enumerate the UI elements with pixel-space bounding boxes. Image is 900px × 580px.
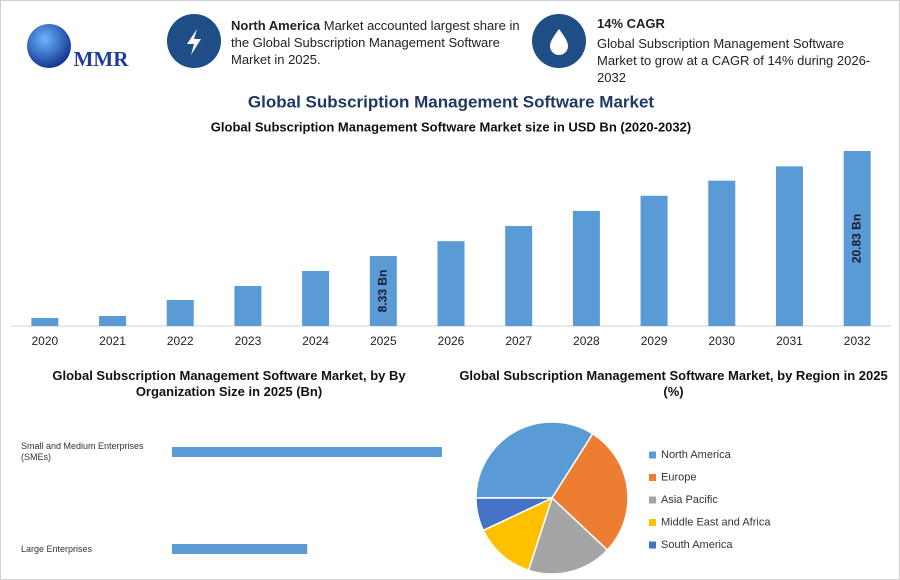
bar — [775, 166, 803, 326]
pie-slice — [551, 432, 629, 552]
chart-title: Global Subscription Management Software … — [52, 368, 406, 399]
highlight: North America Market accounted largest s… — [231, 17, 526, 68]
legend-label: North America — [661, 449, 732, 461]
x-tick-label: 2020 — [31, 334, 58, 348]
highlight-text: Market accounted largest share in the Gl… — [231, 18, 520, 67]
bar — [234, 286, 262, 326]
x-tick-label: 2031 — [776, 334, 803, 348]
pie-slice — [475, 497, 553, 532]
x-tick-label: 2032 — [844, 334, 871, 348]
highlight: 14% CAGR Global Subscription Management … — [597, 15, 872, 86]
bar — [166, 299, 194, 326]
legend-swatch — [649, 541, 656, 549]
data-label: 20.83 Bn — [849, 214, 863, 263]
pie-slice — [527, 496, 609, 575]
x-tick-label: 2026 — [438, 334, 465, 348]
legend-label: South America — [661, 539, 733, 551]
legend-swatch — [649, 451, 656, 459]
x-tick-label: 2027 — [505, 334, 532, 348]
x-tick-label: 2028 — [573, 334, 600, 348]
icon-bolt — [187, 29, 201, 55]
bar — [505, 226, 533, 326]
bar — [708, 180, 736, 326]
legend-label: Asia Pacific — [661, 494, 718, 506]
highlight-title: North America — [231, 18, 321, 33]
y-tick-label: Small and Medium Enterprises (SMEs) — [21, 441, 144, 462]
x-tick-label: 2030 — [708, 334, 735, 348]
bar — [437, 241, 465, 326]
chart-title: Global Subscription Management Software … — [459, 368, 888, 399]
y-tick-label: Large Enterprises — [21, 543, 93, 554]
pie-slice — [482, 496, 554, 572]
icon-drop — [550, 29, 568, 55]
x-tick-label: 2029 — [641, 334, 668, 348]
logo-globe — [27, 24, 71, 68]
bar — [172, 447, 442, 457]
x-tick-label: 2022 — [167, 334, 194, 348]
legend-label: Middle East and Africa — [661, 516, 771, 528]
legend-label: Europe — [661, 471, 696, 483]
bar — [843, 151, 871, 326]
bar — [99, 316, 127, 326]
highlight-text: Global Subscription Management Software … — [597, 36, 871, 85]
logo-text: MMR — [74, 47, 130, 71]
legend-swatch — [649, 496, 656, 504]
x-tick-label: 2025 — [370, 334, 397, 348]
main-title: Global Subscription Management Software … — [248, 92, 655, 111]
bar — [31, 318, 59, 326]
bar — [172, 544, 308, 554]
bar — [369, 256, 397, 326]
x-tick-label: 2024 — [302, 334, 329, 348]
legend-swatch — [649, 474, 656, 481]
data-label: 8.33 Bn — [375, 270, 389, 313]
bar — [640, 195, 668, 326]
bar — [572, 210, 600, 326]
chart-title: Global Subscription Management Software … — [211, 119, 691, 134]
x-tick-label: 2021 — [99, 334, 126, 348]
bar — [302, 270, 330, 326]
legend-swatch — [649, 519, 656, 526]
highlight-title: 14% CAGR — [597, 16, 665, 31]
x-tick-label: 2023 — [235, 334, 262, 348]
